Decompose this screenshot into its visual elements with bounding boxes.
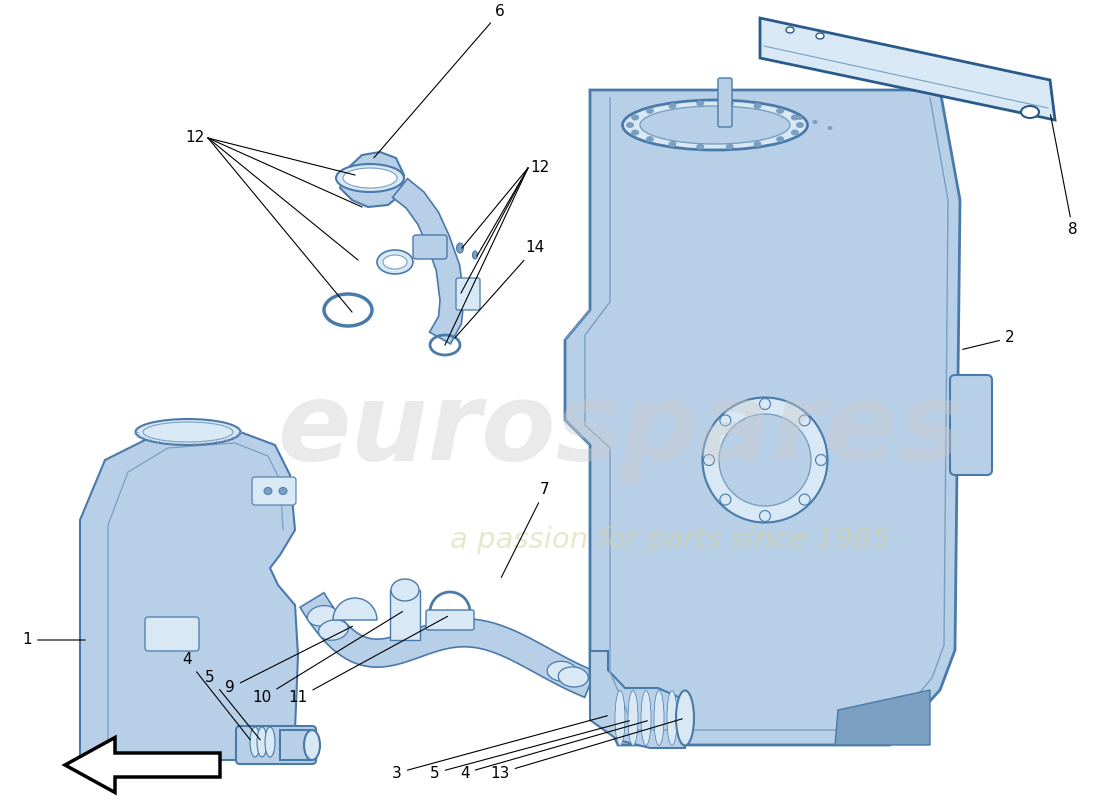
Text: 8: 8 — [1050, 114, 1078, 238]
Ellipse shape — [719, 414, 811, 506]
Polygon shape — [835, 690, 930, 745]
Ellipse shape — [641, 690, 651, 746]
FancyBboxPatch shape — [236, 726, 316, 764]
Ellipse shape — [719, 494, 730, 505]
FancyBboxPatch shape — [252, 477, 296, 505]
Ellipse shape — [796, 122, 804, 128]
Ellipse shape — [628, 690, 638, 746]
Ellipse shape — [704, 454, 715, 466]
Ellipse shape — [336, 164, 404, 192]
FancyBboxPatch shape — [145, 617, 199, 651]
Ellipse shape — [615, 690, 625, 746]
Ellipse shape — [646, 136, 653, 142]
Ellipse shape — [343, 168, 397, 188]
Polygon shape — [760, 18, 1055, 120]
Text: 7: 7 — [502, 482, 550, 578]
Ellipse shape — [667, 690, 676, 746]
Ellipse shape — [799, 415, 810, 426]
Text: 6: 6 — [374, 5, 505, 158]
Ellipse shape — [654, 690, 664, 746]
Wedge shape — [333, 598, 377, 620]
Polygon shape — [340, 152, 404, 207]
Text: 5: 5 — [430, 721, 629, 781]
Ellipse shape — [719, 415, 730, 426]
FancyBboxPatch shape — [456, 278, 480, 310]
Ellipse shape — [390, 579, 419, 601]
Text: 12: 12 — [186, 130, 205, 146]
Ellipse shape — [319, 620, 349, 640]
Ellipse shape — [264, 487, 272, 494]
Ellipse shape — [754, 141, 761, 147]
Polygon shape — [565, 90, 960, 745]
Ellipse shape — [640, 106, 790, 144]
Ellipse shape — [777, 108, 784, 114]
Ellipse shape — [631, 114, 639, 121]
Ellipse shape — [696, 144, 704, 150]
Ellipse shape — [791, 130, 799, 135]
Ellipse shape — [759, 398, 770, 410]
Ellipse shape — [304, 730, 320, 760]
Text: 2: 2 — [962, 330, 1014, 350]
Ellipse shape — [726, 100, 734, 106]
FancyBboxPatch shape — [718, 78, 732, 127]
Ellipse shape — [703, 398, 827, 522]
Text: 5: 5 — [206, 670, 261, 740]
Ellipse shape — [813, 120, 817, 124]
Ellipse shape — [759, 510, 770, 522]
FancyArrow shape — [65, 738, 220, 793]
Ellipse shape — [799, 494, 810, 505]
Ellipse shape — [279, 487, 287, 494]
Ellipse shape — [791, 114, 799, 121]
Ellipse shape — [816, 33, 824, 39]
Text: 10: 10 — [252, 611, 403, 706]
Ellipse shape — [307, 606, 337, 626]
Text: 13: 13 — [491, 718, 682, 781]
Ellipse shape — [777, 136, 784, 142]
Polygon shape — [390, 590, 420, 640]
Text: eurospares: eurospares — [277, 377, 962, 483]
Text: a passion for parts since 1985: a passion for parts since 1985 — [450, 526, 890, 554]
Ellipse shape — [696, 100, 704, 106]
Ellipse shape — [646, 108, 653, 114]
Text: 4: 4 — [183, 653, 251, 740]
Polygon shape — [590, 651, 685, 748]
Ellipse shape — [623, 100, 807, 150]
Ellipse shape — [265, 727, 275, 757]
Polygon shape — [300, 593, 595, 698]
Ellipse shape — [1021, 106, 1040, 118]
Ellipse shape — [798, 116, 803, 120]
Text: 14: 14 — [454, 241, 544, 338]
Polygon shape — [280, 730, 312, 760]
Polygon shape — [80, 430, 298, 760]
Ellipse shape — [669, 103, 676, 109]
Ellipse shape — [815, 454, 826, 466]
Text: 9: 9 — [226, 626, 352, 695]
FancyBboxPatch shape — [426, 610, 474, 630]
Ellipse shape — [786, 27, 794, 33]
Ellipse shape — [250, 727, 260, 757]
Text: 1: 1 — [22, 633, 85, 647]
Text: 4: 4 — [460, 721, 647, 781]
Ellipse shape — [473, 251, 477, 259]
FancyBboxPatch shape — [412, 235, 447, 259]
Ellipse shape — [377, 250, 412, 274]
Ellipse shape — [631, 130, 639, 135]
Ellipse shape — [547, 662, 578, 682]
Ellipse shape — [754, 103, 761, 109]
Ellipse shape — [383, 255, 407, 269]
Ellipse shape — [626, 122, 634, 128]
FancyBboxPatch shape — [950, 375, 992, 475]
Ellipse shape — [559, 667, 588, 687]
Ellipse shape — [257, 727, 267, 757]
Ellipse shape — [456, 243, 463, 253]
Text: 3: 3 — [392, 716, 607, 781]
Polygon shape — [393, 178, 464, 344]
Ellipse shape — [827, 126, 833, 130]
Ellipse shape — [135, 419, 241, 445]
Ellipse shape — [676, 690, 694, 746]
Ellipse shape — [669, 141, 676, 147]
Text: 11: 11 — [288, 616, 448, 706]
Text: 12: 12 — [530, 161, 549, 175]
Ellipse shape — [726, 144, 734, 150]
